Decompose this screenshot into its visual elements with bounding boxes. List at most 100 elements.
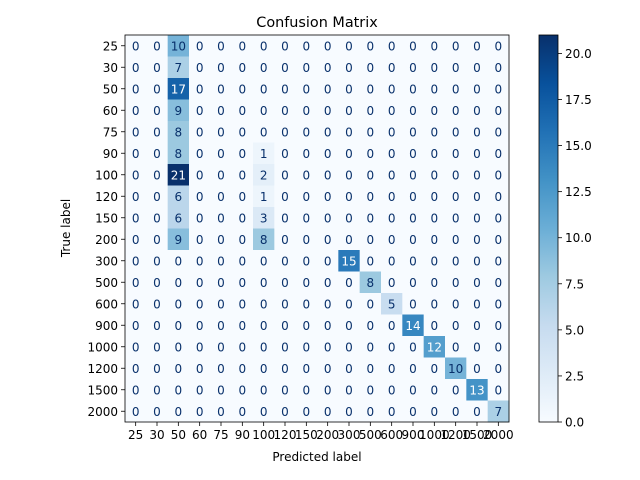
heatmap-cell (253, 314, 275, 337)
cell-value-label: 0 (303, 383, 311, 397)
cell-value-label: 0 (388, 276, 396, 290)
cell-value-label: 0 (281, 362, 289, 376)
cell-value-label: 0 (153, 297, 161, 311)
cell-value-label: 0 (367, 147, 375, 161)
cell-value-label: 0 (239, 233, 247, 247)
heatmap-cell (146, 379, 169, 401)
cell-value-label: 0 (217, 405, 225, 419)
heatmap-cell (189, 142, 211, 165)
heatmap-cell (487, 400, 510, 423)
x-tick-label: 1500 (462, 428, 493, 442)
cell-value-label: 0 (303, 276, 311, 290)
cell-value-label: 0 (431, 233, 439, 247)
heatmap-cell (381, 56, 403, 79)
cell-value-label: 17 (171, 82, 186, 96)
cell-value-label: 0 (175, 362, 183, 376)
heatmap-cell (487, 357, 510, 380)
heatmap-cell (402, 164, 425, 186)
y-tick-label: 120 (95, 190, 118, 204)
heatmap-cell (146, 357, 169, 380)
cell-value-label: 0 (388, 319, 396, 333)
colorbar-tick-label: 7.5 (565, 277, 584, 291)
y-tick-label: 900 (95, 319, 118, 333)
heatmap-cell (295, 400, 318, 423)
cell-value-label: 0 (239, 39, 247, 53)
heatmap-cell (253, 271, 275, 294)
cell-value-label: 0 (388, 254, 396, 268)
cell-value-label: 0 (175, 405, 183, 419)
cell-value-label: 0 (388, 39, 396, 53)
cell-value-label: 0 (303, 362, 311, 376)
heatmap-cell (381, 357, 403, 380)
cell-value-label: 0 (367, 104, 375, 118)
cell-value-label: 0 (132, 211, 140, 225)
heatmap-cell (231, 142, 254, 165)
heatmap-cell (253, 250, 275, 272)
heatmap-cell (338, 78, 361, 100)
cell-value-label: 0 (473, 211, 481, 225)
heatmap-cell (274, 56, 297, 79)
heatmap-cell (338, 56, 361, 79)
cell-value-label: 0 (281, 61, 289, 75)
cell-value-label: 9 (175, 233, 183, 247)
cell-value-label: 0 (367, 362, 375, 376)
cell-value-label: 0 (324, 82, 332, 96)
cell-value-label: 0 (132, 383, 140, 397)
heatmap-cell (189, 228, 211, 251)
colorbar-tick-label: 0.0 (565, 416, 584, 430)
cell-value-label: 0 (324, 147, 332, 161)
heatmap-cell (402, 314, 425, 337)
heatmap-cell (253, 142, 275, 165)
cell-value-label: 0 (431, 168, 439, 182)
heatmap-cell (487, 207, 510, 229)
y-axis-label: True label (59, 199, 73, 258)
heatmap-cell (466, 121, 489, 143)
cell-value-label: 0 (495, 362, 503, 376)
heatmap-cell (402, 379, 425, 401)
cell-value-label: 0 (367, 39, 375, 53)
heatmap-cell (274, 164, 297, 186)
cell-value-label: 0 (345, 104, 353, 118)
cell-value-label: 0 (495, 276, 503, 290)
y-tick-label: 500 (95, 276, 118, 290)
heatmap-cell (359, 400, 382, 423)
cell-value-label: 0 (217, 168, 225, 182)
heatmap-cell (231, 228, 254, 251)
heatmap-cell (189, 78, 211, 100)
cell-value-label: 0 (196, 125, 204, 139)
cell-value-label: 0 (239, 190, 247, 204)
cell-value-label: 0 (153, 254, 161, 268)
heatmap-cell (146, 336, 169, 358)
heatmap-cell (167, 164, 190, 186)
heatmap-cell (402, 250, 425, 272)
heatmap-cell (231, 250, 254, 272)
cell-value-label: 0 (367, 82, 375, 96)
heatmap-cell (317, 164, 339, 186)
cell-value-label: 7 (175, 61, 183, 75)
cell-value-label: 0 (281, 104, 289, 118)
cell-value-label: 0 (409, 362, 417, 376)
heatmap-cell (210, 314, 233, 337)
cell-value-label: 0 (153, 39, 161, 53)
x-tick-label: 1200 (440, 428, 471, 442)
heatmap-cell (231, 35, 254, 57)
cell-value-label: 0 (409, 125, 417, 139)
cell-value-label: 0 (452, 211, 460, 225)
y-tick-label: 1200 (87, 362, 118, 376)
cell-value-label: 0 (473, 405, 481, 419)
cell-value-label: 0 (388, 61, 396, 75)
colorbar-tick-label: 12.5 (565, 185, 592, 199)
heatmap-cell (466, 271, 489, 294)
heatmap-cell (125, 400, 147, 423)
heatmap-cell (253, 400, 275, 423)
heatmap-cell (338, 357, 361, 380)
cell-value-label: 0 (473, 104, 481, 118)
heatmap-cell (338, 400, 361, 423)
heatmap-cell (189, 271, 211, 294)
cell-value-label: 0 (303, 125, 311, 139)
heatmap-cell (466, 35, 489, 57)
heatmap-cell (231, 336, 254, 358)
heatmap-cell (338, 142, 361, 165)
heatmap-cell (445, 35, 467, 57)
